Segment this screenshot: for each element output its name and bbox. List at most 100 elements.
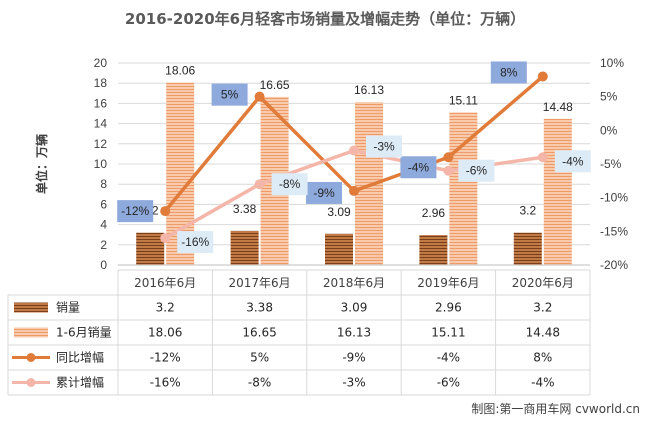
table-cell: 5% [250,351,269,365]
y2-tick-label: 0% [600,123,618,137]
cumulative-label: -16% [181,235,209,249]
y-tick-label: 16 [94,96,108,110]
table-cell: -3% [342,376,365,390]
legend-entry: 累计增幅 [56,375,104,390]
yoy-label: -4% [408,160,430,174]
x-tick-label: 2017年6月 [229,276,291,290]
y-tick-label: 10 [94,157,108,171]
bar-sales [136,232,165,265]
table-cell: -16% [150,376,181,390]
cumulative-point [443,165,454,176]
y2-tick-label: -10% [600,191,628,205]
yoy-badge [211,83,248,106]
bar-h1-sales-label: 16.65 [260,78,290,92]
yoy-badge [306,181,342,204]
y-axis-title: 单位：万辆 [34,134,49,194]
cumulative-badge [554,150,591,173]
cumulative-label: -6% [466,164,488,178]
cumulative-label: -4% [562,154,584,168]
yoy-badge [490,61,527,84]
table-cell: -9% [342,351,365,365]
y2-tick-label: 5% [600,90,618,104]
bar-sales-label: 2.96 [422,206,446,220]
cumulative-point [537,152,548,163]
yoy-point [537,71,548,82]
legend-swatch [14,302,48,313]
y-tick-label: 4 [100,218,107,232]
y-tick-label: 18 [94,76,108,90]
table-cell: 3.2 [533,301,552,315]
y-tick-label: 2 [100,238,107,252]
yoy-point [254,91,265,102]
legend-swatch [26,378,36,387]
bar-sales [230,230,259,265]
table-cell: 15.11 [431,326,465,340]
bar-h1-sales [543,118,572,265]
y-tick-label: 6 [100,197,107,211]
bar-h1-sales-label: 15.11 [449,93,478,107]
y2-tick-label: -5% [600,157,622,171]
bar-sales-label: 3.38 [233,202,257,216]
yoy-label: -9% [313,186,335,200]
yoy-point [160,206,171,217]
legend-entry: 同比增幅 [56,350,104,365]
cumulative-label: -3% [373,140,395,154]
labels-layer: 3.218.063.3816.653.0916.132.9615.113.214… [117,61,591,254]
bar-sales [325,233,353,265]
cumulative-badge [366,135,402,158]
cumulative-badge [271,173,308,196]
table-cell: -4% [437,351,460,365]
table-cell: 14.48 [526,326,560,340]
x-tick-label: 2019年6月 [417,276,479,290]
table-cell: -6% [437,376,460,390]
x-tick-label: 2016年6月 [134,276,196,290]
y-tick-label: 8 [100,177,107,191]
table-cell: 16.65 [242,326,276,340]
bar-sales [419,235,448,265]
legend-entry: 1-6月销量 [56,326,112,340]
table-cell: 8% [533,351,552,365]
table-cell: -8% [248,376,271,390]
bar-sales-label: 3.09 [327,205,351,219]
yoy-label: 8% [500,65,518,79]
yoy-badge [117,200,154,223]
yoy-badge [400,156,437,179]
y-tick-label: 0 [100,258,107,272]
y-tick-label: 12 [94,137,108,151]
bar-sales-label: 3.2 [519,204,536,218]
yoy-point [443,152,454,163]
table-cell: -12% [150,351,181,365]
bar-h1-sales-label: 18.06 [165,64,195,78]
table-cell: 18.06 [148,326,182,340]
chart-title: 2016-2020年6月轻客市场销量及增幅走势（单位：万辆） [125,10,525,28]
table-cell: 2.96 [435,301,462,315]
y-tick-label: 14 [94,117,108,131]
cumulative-point [349,145,359,156]
cumulative-label: -8% [279,177,301,191]
cumulative-badge [458,159,495,182]
y-tick-label: 20 [94,56,108,70]
table-cell: 3.2 [156,301,175,315]
cumulative-point [254,179,265,190]
y2-tick-label: -15% [600,224,628,238]
cumulative-point [160,233,171,244]
yoy-label: 5% [221,88,239,102]
table-cell: 16.13 [337,326,371,340]
yoy-label: -12% [121,204,149,218]
y2-tick-label: -20% [600,258,628,272]
source-credit: 制图:第一商用车网 cvworld.cn [471,401,640,416]
legend-entry: 销量 [56,301,80,315]
y2-tick-label: 10% [600,56,624,70]
bar-h1-sales-label: 14.48 [543,100,573,114]
table-cell: 3.09 [341,301,368,315]
bar-sales [513,232,542,265]
legend-swatch [14,327,48,338]
x-tick-label: 2020年6月 [512,276,574,290]
legend-swatch [26,353,36,362]
yoy-point [349,185,359,196]
cumulative-badge [177,231,214,254]
